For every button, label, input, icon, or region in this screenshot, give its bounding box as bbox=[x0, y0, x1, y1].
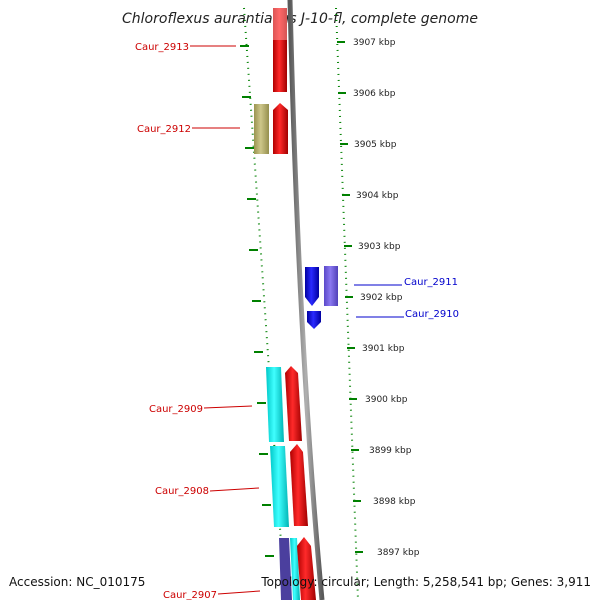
scale-label: 3903 kbp bbox=[358, 242, 401, 252]
scale-label: 3907 kbp bbox=[353, 38, 396, 48]
gene-caur-2911b-arrow[interactable] bbox=[305, 267, 319, 306]
gene-caur-2913-arrow[interactable] bbox=[273, 8, 287, 92]
gene-caur-2908-arrow[interactable] bbox=[270, 444, 308, 527]
scale-label: 3904 kbp bbox=[356, 191, 399, 201]
gene-label-caur-2907[interactable]: Caur_2907 bbox=[163, 590, 217, 600]
gene-caur-2909-arrow[interactable] bbox=[266, 366, 302, 442]
scale-label: 3897 kbp bbox=[377, 548, 420, 558]
scale-label: 3899 kbp bbox=[369, 446, 412, 456]
scale-label: 3902 kbp bbox=[360, 293, 403, 303]
gene-label-caur-2912[interactable]: Caur_2912 bbox=[137, 124, 191, 135]
scale-label: 3905 kbp bbox=[354, 140, 397, 150]
gene-label-caur-2908[interactable]: Caur_2908 bbox=[155, 486, 209, 497]
gene-label-caur-2910[interactable]: Caur_2910 bbox=[405, 309, 459, 320]
gene-label-caur-2909[interactable]: Caur_2909 bbox=[149, 404, 203, 415]
genome-map: Chloroflexus aurantiacus J-10-fl, comple… bbox=[0, 0, 600, 600]
gene-caur-2912b-arrow[interactable] bbox=[273, 103, 288, 154]
gene-label-caur-2911[interactable]: Caur_2911 bbox=[404, 277, 458, 288]
scale-label: 3901 kbp bbox=[362, 344, 405, 354]
gene-label-caur-2913[interactable]: Caur_2913 bbox=[135, 42, 189, 53]
scale-labels: 3907 kbp 3906 kbp 3905 kbp 3904 kbp 3903… bbox=[353, 38, 420, 558]
gene-caur-2912-arrow[interactable] bbox=[254, 104, 269, 154]
gene-caur-2907-arrow[interactable] bbox=[279, 537, 316, 600]
gene-caur-2911-arrow[interactable] bbox=[324, 266, 338, 306]
scale-label: 3900 kbp bbox=[365, 395, 408, 405]
accession-text: Accession: NC_010175 bbox=[9, 575, 145, 589]
scale-label: 3906 kbp bbox=[353, 89, 396, 99]
gene-caur-2910-arrow[interactable] bbox=[307, 311, 321, 329]
scale-label: 3898 kbp bbox=[373, 497, 416, 507]
map-title: Chloroflexus aurantiacus J-10-fl, comple… bbox=[122, 11, 478, 27]
genome-summary-text: Topology: circular; Length: 5,258,541 bp… bbox=[260, 575, 591, 589]
